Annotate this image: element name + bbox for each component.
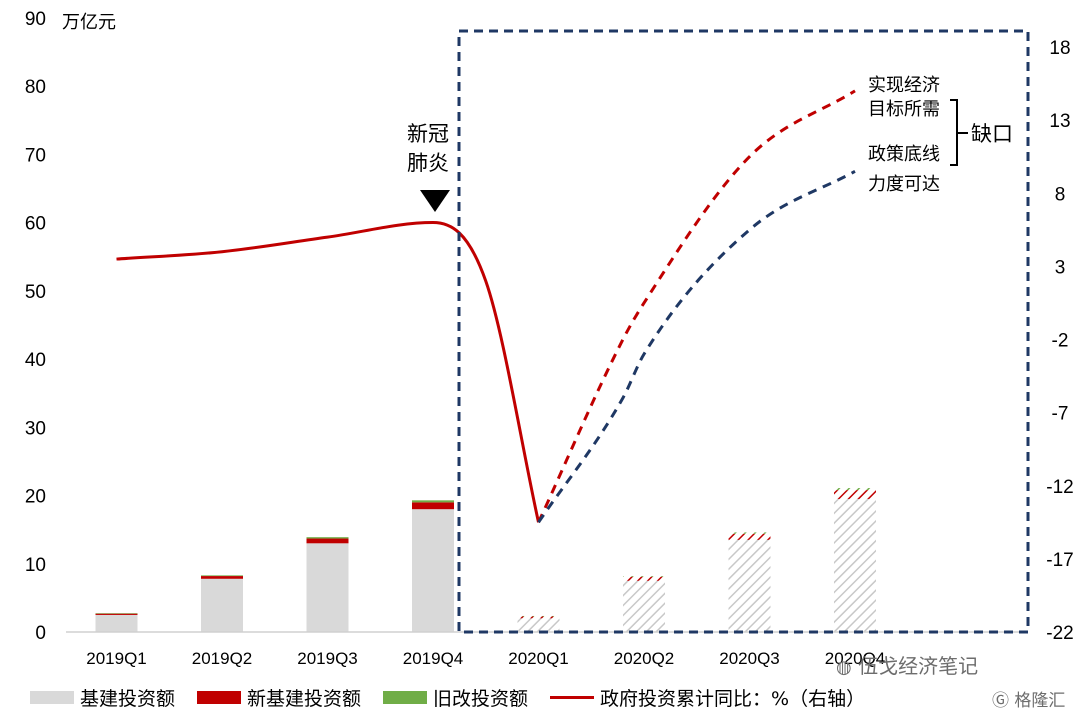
bar-2020Q1-infra [517,618,560,632]
target-label-line2: 目标所需 [868,99,940,120]
right-tick-label: 18 [1049,38,1070,59]
floor-label-line2: 力度可达 [868,174,940,195]
left-tick-label: 20 [25,487,46,508]
left-tick-label: 50 [25,282,46,303]
bar-2020Q4-new-infra [834,490,876,499]
legend: 基建投资额 新基建投资额 旧改投资额 政府投资累计同比：%（右轴） [30,684,887,710]
event-marker-triangle [420,190,450,212]
category-label: 2020Q3 [719,649,780,668]
legend-swatch-renovation [383,690,428,704]
bar-2019Q1-new-infra [95,613,138,615]
category-label: 2019Q3 [297,649,358,668]
right-tick-label: -12 [1046,477,1073,498]
category-label: 2020Q2 [614,649,675,668]
category-label: 2019Q2 [192,649,253,668]
watermark-brand-text: 格隆汇 [1014,691,1066,711]
category-label: 2020Q4 [825,649,886,668]
left-axis-unit: 万亿元 [62,12,116,33]
bar-2019Q2-renovation [201,575,243,577]
bar-2019Q3-new-infra [306,538,349,544]
category-labels: 2019Q1 2019Q2 2019Q3 2019Q4 2020Q1 2020Q2 2020… [86,649,885,668]
floor-label-line1: 政策底线 [868,144,940,165]
bar-2019Q2-new-infra [201,576,243,579]
line-group [116,89,856,524]
watermark-wechat: ◍ 伍戈经济笔记 [836,650,978,679]
bar-2020Q1-renovation [517,615,560,617]
watermark-wechat-text: 伍戈经济笔记 [858,654,979,678]
right-tick-label: 3 [1055,257,1066,278]
gap-bracket [950,99,968,166]
bar-2019Q2-infra [201,578,243,632]
watermark-brand: Ⓖ 格隆汇 [992,686,1065,711]
bar-2020Q2-infra [623,580,665,632]
left-tick-label: 40 [25,350,46,371]
right-tick-label: -17 [1046,550,1073,571]
line-target-required [537,89,856,523]
line-gov-invest-actual [116,220,540,523]
left-tick-label: 80 [25,77,46,98]
right-tick-label: -2 [1052,331,1069,352]
bar-2019Q3-renovation [306,537,349,539]
right-tick-label: 13 [1049,111,1070,132]
line-policy-floor [537,170,856,524]
bar-2019Q4-renovation [412,500,454,503]
left-tick-label: 60 [25,214,46,235]
legend-item-infra: 基建投资额 [30,684,175,711]
legend-label-renovation: 旧改投资额 [433,687,529,710]
bar-2019Q4-new-infra [412,502,454,510]
category-label: 2019Q1 [86,649,147,668]
bar-2019Q3-infra [306,543,349,632]
bar-2020Q2-new-infra [623,576,665,581]
wechat-icon: ◍ [836,657,852,678]
left-tick-label: 30 [25,418,46,439]
category-label: 2019Q4 [403,649,464,668]
left-tick-label: 0 [35,623,46,644]
bar-2019Q4-infra [412,509,454,632]
bar-2020Q1-new-infra [517,616,560,619]
left-tick-label: 70 [25,145,46,166]
legend-item-gov-invest: 政府投资累计同比：%（右轴） [550,684,865,711]
right-axis: 18 13 8 3 -2 -7 -12 -17 -22 [1046,38,1073,644]
legend-item-renovation: 旧改投资额 [383,684,528,711]
left-tick-label: 10 [25,555,46,576]
bar-2019Q1-renovation [95,613,138,614]
target-label-line1: 实现经济 [868,75,940,96]
bar-2020Q4-infra [834,498,876,632]
right-tick-label: -7 [1052,404,1069,425]
brand-logo-icon: Ⓖ [992,691,1009,711]
legend-label-gov-invest: 政府投资累计同比：%（右轴） [600,687,866,710]
right-tick-label: -22 [1046,623,1073,644]
bar-2020Q3-renovation [728,532,771,534]
bar-2020Q4-renovation [834,488,876,491]
legend-label-new-infra: 新基建投资额 [247,687,362,710]
event-label-line2: 肺炎 [407,151,449,175]
bar-2020Q2-renovation [623,576,665,577]
legend-item-new-infra: 新基建投资额 [197,684,361,711]
right-tick-label: 8 [1055,184,1066,205]
left-axis: 0 10 20 30 40 50 60 70 80 90 [25,9,46,644]
legend-label-infra: 基建投资额 [80,687,176,710]
legend-swatch-gov-invest [550,695,595,699]
legend-swatch-infra [30,690,74,704]
bar-2019Q1-infra [95,614,138,632]
bar-group [95,488,876,632]
left-tick-label: 90 [25,9,46,30]
legend-swatch-new-infra [197,690,242,704]
event-label-line1: 新冠 [407,122,449,146]
category-label: 2020Q1 [508,649,569,668]
bar-2020Q3-new-infra [728,533,771,540]
gap-label: 缺口 [971,122,1013,146]
bar-2020Q3-infra [728,539,771,632]
